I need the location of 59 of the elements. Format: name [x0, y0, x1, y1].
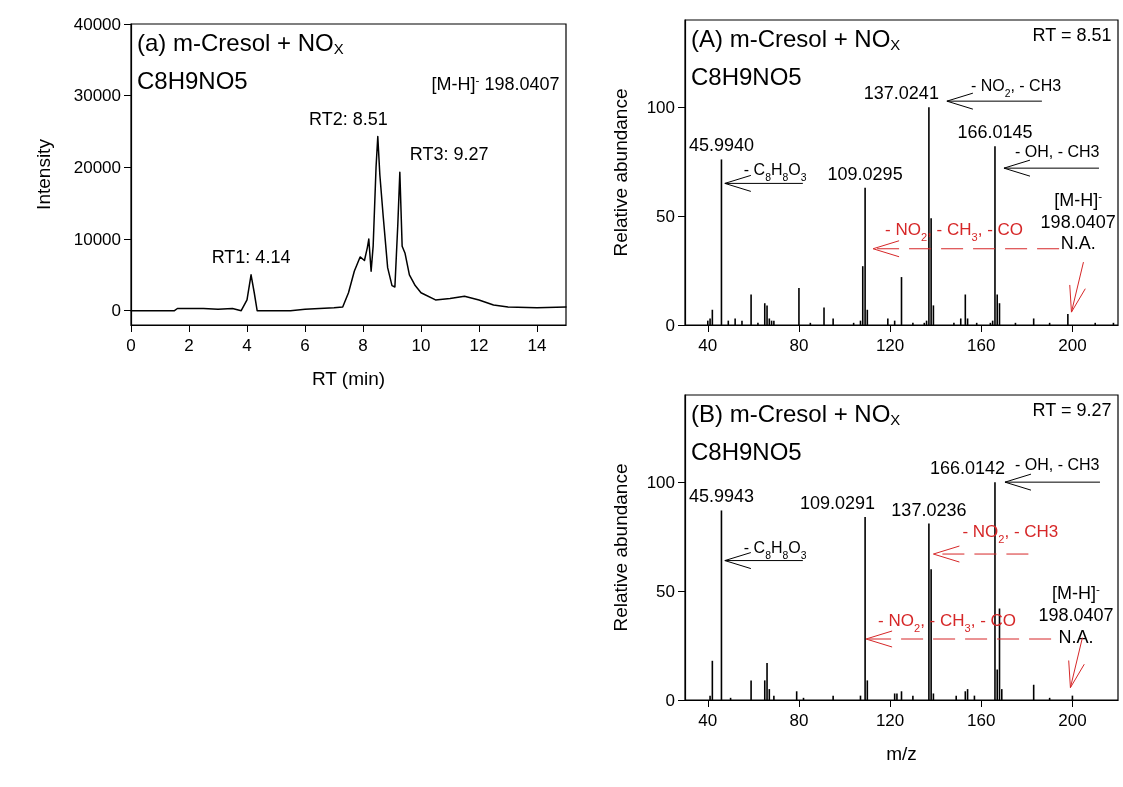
x-tick-label: 160 [967, 336, 996, 355]
x-tick-label: 40 [698, 336, 718, 355]
y-axis-title: Relative abundance [610, 463, 631, 632]
text: C8H9NO5 [691, 437, 802, 465]
x-tick-label: 4 [242, 336, 252, 355]
x-tick-label: 0 [126, 336, 136, 355]
x-tick-label: 80 [789, 336, 809, 355]
annotation: 109.0291 [800, 493, 876, 513]
y-tick-label: 20000 [73, 157, 121, 177]
annotation: [M-H]$^{-}$ 198.0407 N.A. [1040, 188, 1116, 254]
y-tick-label: 50 [656, 581, 675, 601]
annotation: 137.0236 [891, 499, 967, 520]
x-tick-label: 10 [411, 336, 431, 355]
annotation: - OH, - CH3 [1014, 143, 1100, 161]
y-tick-label: 0 [111, 301, 121, 321]
text: C8H9NO5 [137, 66, 248, 94]
annotation: RT3: 9.27 [409, 144, 489, 165]
x-tick-label: 40 [698, 711, 718, 730]
annotation: 166.0142 [929, 458, 1005, 479]
x-axis-title: RT (min) [311, 368, 386, 389]
x-tick-label: 200 [1058, 711, 1087, 730]
annotation: - OH, - CH3 [1014, 456, 1100, 474]
annotation: 137.0241 [863, 83, 939, 104]
y-tick-label: 10000 [73, 229, 121, 249]
text: C8H9NO5 [691, 62, 802, 90]
y-tick-label: 0 [665, 315, 675, 335]
y-tick-label: 50 [656, 206, 675, 226]
y-axis-title: Intensity [33, 138, 54, 210]
y-tick-label: 100 [646, 97, 675, 117]
annotation: 166.0145 [957, 122, 1033, 143]
annotation: - C$_{8}$H$_{8}$O$_{3}$ [743, 161, 807, 183]
x-tick-label: 120 [875, 711, 905, 730]
annotation: RT1: 4.14 [211, 246, 291, 267]
annotation: RT = 9.27 [1032, 400, 1112, 421]
annotation: - C$_{8}$H$_{8}$O$_{3}$ [743, 538, 807, 561]
x-tick-label: 6 [300, 336, 310, 355]
annotation: [M-H]$^{-}$ 198.0407 [431, 72, 560, 95]
y-tick-label: 100 [646, 472, 675, 492]
x-tick-label: 200 [1058, 336, 1087, 355]
annotation: 45.9940 [688, 135, 754, 156]
y-tick-label: 40000 [73, 14, 121, 34]
annotation: RT2: 8.51 [309, 108, 388, 129]
annotation: - NO$_{2}$, - CH$_{3}$, - CO [885, 219, 1024, 243]
x-tick-label: 160 [967, 711, 996, 730]
x-tick-label: 8 [358, 336, 368, 355]
x-tick-label: 80 [789, 711, 809, 730]
annotation: 45.9943 [688, 486, 754, 507]
x-tick-label: 2 [184, 336, 194, 355]
annotation: - NO$_{2}$, - CH3 [970, 77, 1062, 99]
x-tick-label: 120 [875, 336, 905, 355]
annotation: RT = 8.51 [1032, 25, 1112, 46]
x-axis-title: m/z [886, 743, 917, 764]
y-axis-title: Relative abundance [610, 88, 631, 257]
x-tick-label: 12 [469, 336, 489, 355]
y-tick-label: 30000 [73, 86, 121, 106]
x-tick-label: 14 [527, 336, 547, 355]
y-tick-label: 0 [665, 690, 675, 710]
annotation: [M-H]$^{-}$ 198.0407 N.A. [1038, 581, 1114, 647]
annotation: 109.0295 [827, 163, 903, 184]
